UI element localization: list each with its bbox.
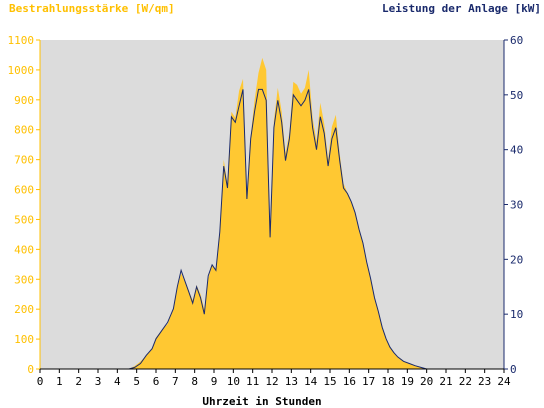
x-tick-label: 2 <box>75 375 82 388</box>
x-tick-label: 10 <box>227 375 240 388</box>
x-tick-label: 16 <box>343 375 356 388</box>
x-tick-label: 12 <box>265 375 278 388</box>
x-tick-label: 23 <box>478 375 491 388</box>
power-layer <box>40 88 504 370</box>
x-tick-label: 7 <box>172 375 179 388</box>
x-tick-label: 1 <box>56 375 63 388</box>
x-tick-label: 3 <box>95 375 102 388</box>
x-tick-label: 8 <box>191 375 198 388</box>
left-tick-label: 200 <box>14 303 34 316</box>
x-tick-label: 9 <box>211 375 218 388</box>
left-tick-label: 1100 <box>8 34 35 47</box>
right-axis-title: Leistung der Anlage [kW] <box>382 2 541 15</box>
right-tick-label: 50 <box>510 89 523 102</box>
left-tick-label: 100 <box>14 333 34 346</box>
right-tick-label: 20 <box>510 253 523 266</box>
irradiance-layer <box>40 57 504 370</box>
x-tick-label: 18 <box>381 375 394 388</box>
x-tick-label: 14 <box>304 375 318 388</box>
right-tick-label: 60 <box>510 34 523 47</box>
x-axis-title: Uhrzeit in Stunden <box>202 395 321 408</box>
x-tick-label: 20 <box>420 375 433 388</box>
x-tick-label: 11 <box>246 375 259 388</box>
x-tick-label: 21 <box>439 375 452 388</box>
left-tick-label: 300 <box>14 273 34 286</box>
right-tick-label: 30 <box>510 199 523 212</box>
left-axis-title: Bestrahlungsstärke [W/qm] <box>9 2 175 15</box>
irradiance-area <box>40 57 504 370</box>
x-tick-label: 13 <box>285 375 298 388</box>
x-tick-label: 24 <box>497 375 511 388</box>
x-tick-label: 22 <box>459 375 472 388</box>
left-tick-label: 900 <box>14 94 34 107</box>
axes-layer: 0100200300400500600700800900100011000102… <box>8 34 524 388</box>
left-tick-label: 600 <box>14 184 34 197</box>
power-line <box>40 88 504 370</box>
x-tick-label: 5 <box>133 375 140 388</box>
x-tick-label: 0 <box>37 375 44 388</box>
x-tick-label: 6 <box>153 375 160 388</box>
left-tick-label: 800 <box>14 124 34 137</box>
left-tick-label: 700 <box>14 154 34 167</box>
x-tick-label: 19 <box>401 375 414 388</box>
right-tick-label: 10 <box>510 308 523 321</box>
x-tick-label: 17 <box>362 375 375 388</box>
left-tick-label: 1000 <box>8 64 35 77</box>
left-tick-label: 400 <box>14 243 34 256</box>
left-tick-label: 500 <box>14 213 34 226</box>
x-tick-label: 15 <box>323 375 336 388</box>
x-tick-label: 4 <box>114 375 121 388</box>
right-tick-label: 40 <box>510 144 523 157</box>
left-tick-label: 0 <box>27 363 34 376</box>
right-tick-label: 0 <box>510 363 517 376</box>
